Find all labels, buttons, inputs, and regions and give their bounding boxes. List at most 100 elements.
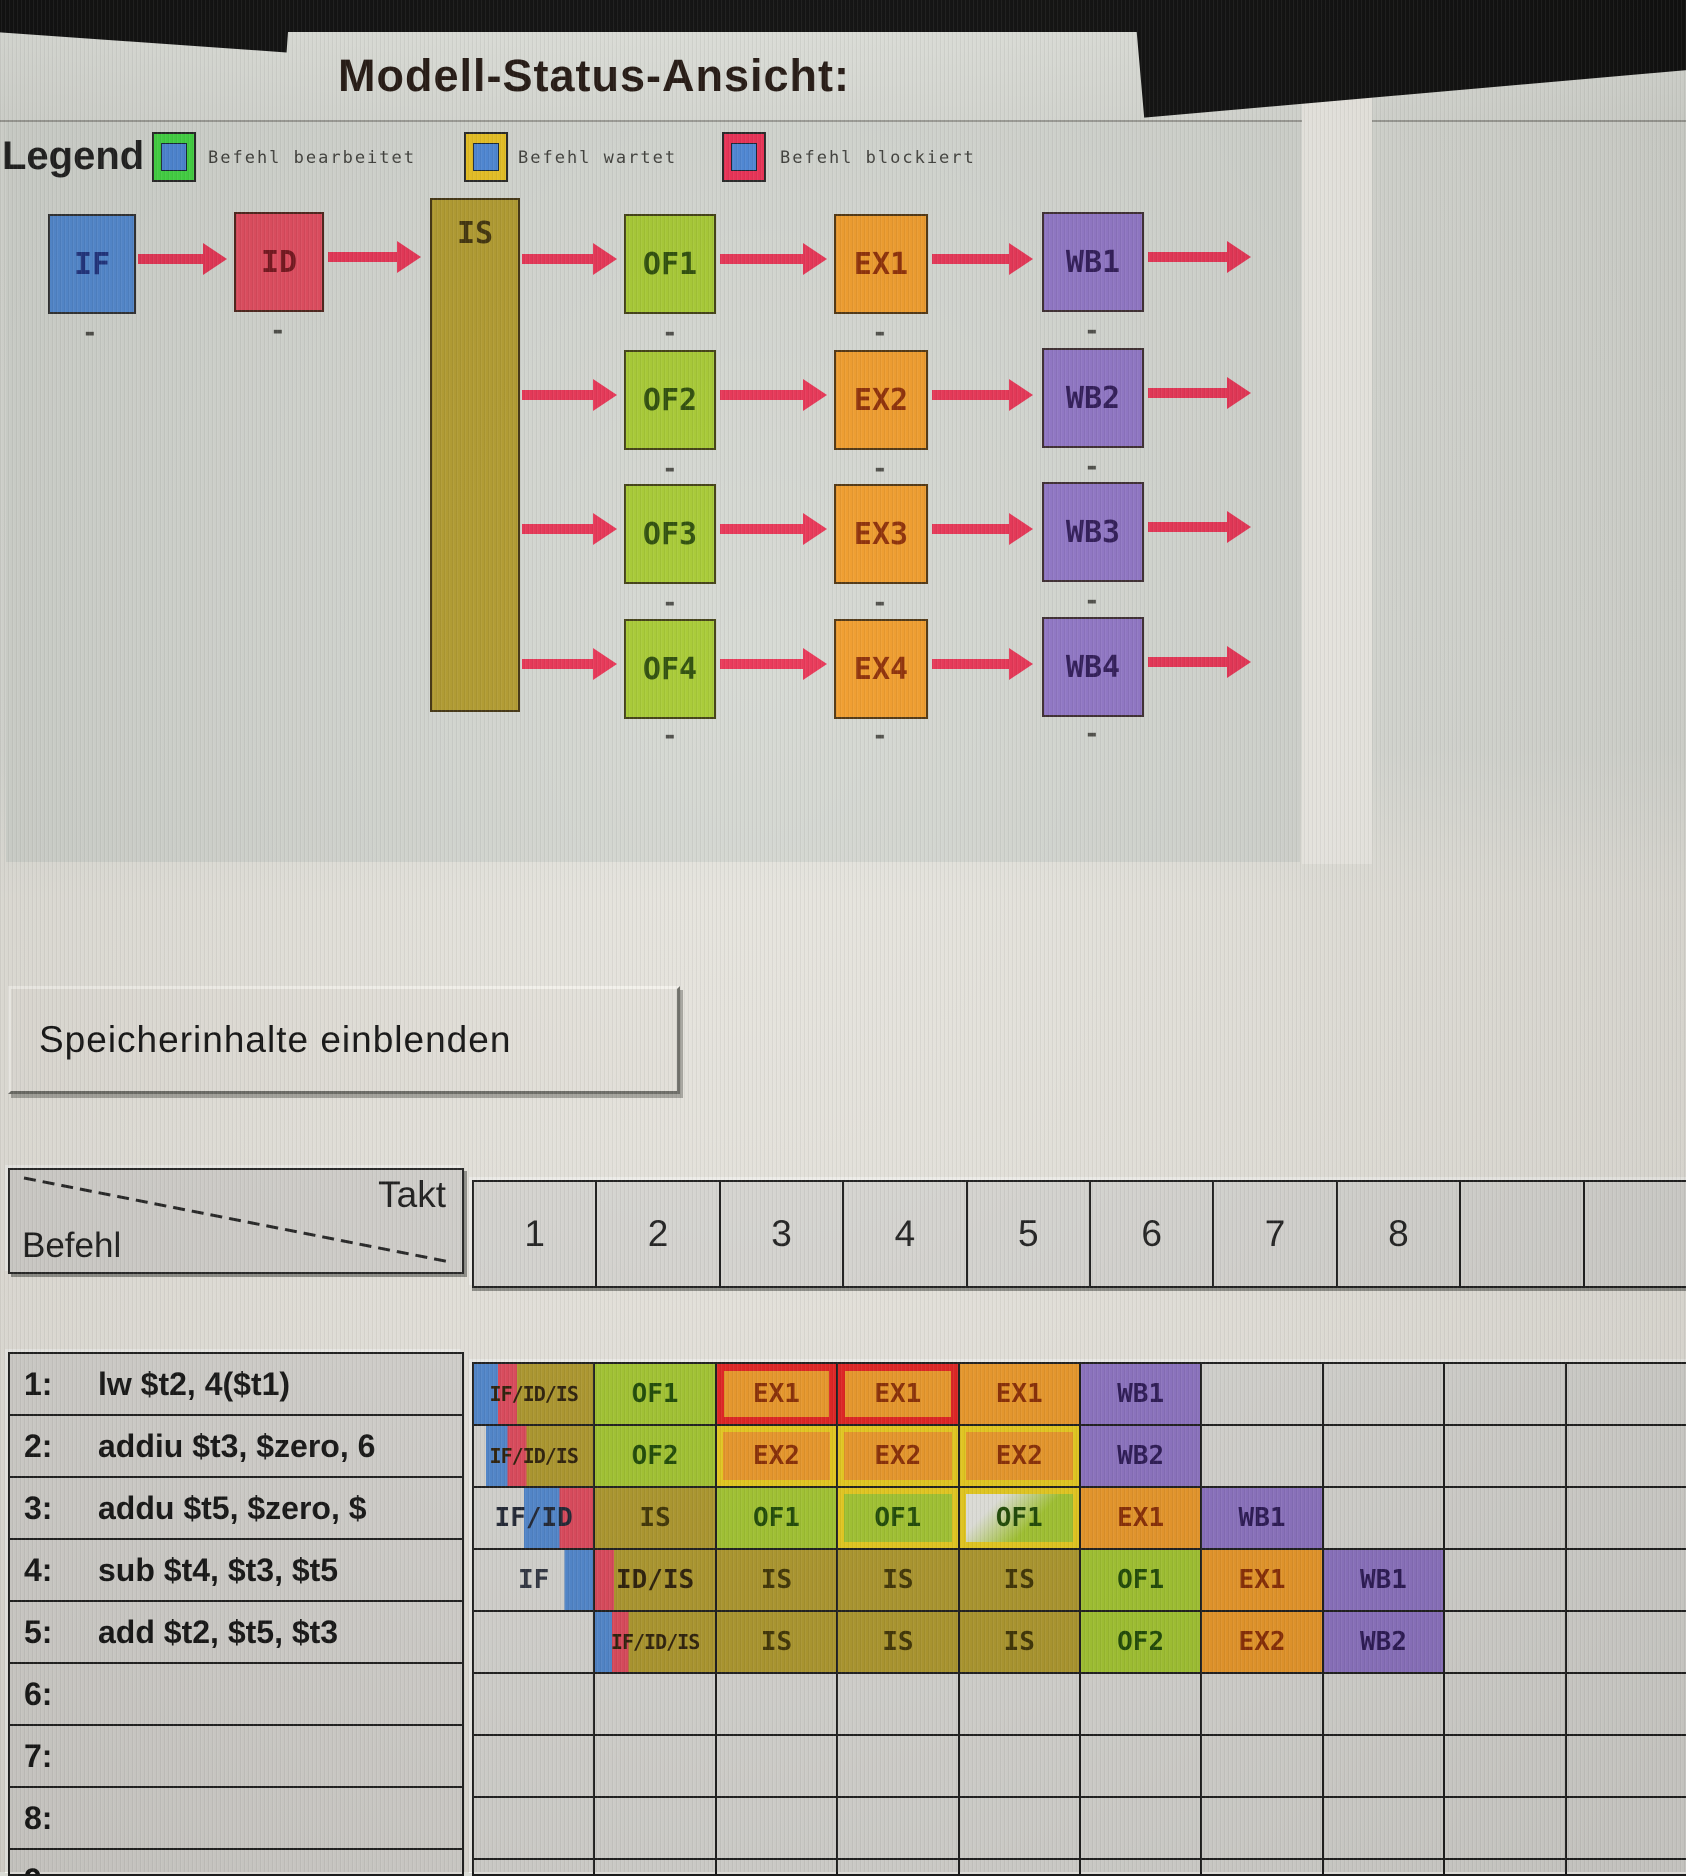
stage-box-ex2: EX2	[834, 350, 928, 450]
empty-cell	[1445, 1860, 1566, 1876]
cycle-header-6: 6	[1091, 1182, 1214, 1286]
instruction-row: 4:sub $t4, $t3, $t5	[10, 1540, 462, 1602]
pipeline-cell: IS	[595, 1488, 716, 1550]
cycle-header-7: 7	[1214, 1182, 1337, 1286]
of4-placeholder: -	[662, 721, 678, 751]
ex1-placeholder: -	[872, 318, 888, 348]
pipeline-cell: IF	[474, 1550, 595, 1612]
arrow-wb1-out	[1148, 252, 1228, 262]
stage-box-wb1: WB1	[1042, 212, 1144, 312]
instruction-row: 2:addiu $t3, $zero, 6	[10, 1416, 462, 1478]
pipeline-cell: OF2	[1081, 1612, 1202, 1674]
arrow-is-of4	[522, 659, 594, 669]
instruction-text: lw $t2, 4($t1)	[98, 1366, 290, 1403]
empty-cell	[1202, 1860, 1323, 1876]
pipeline-cell: EX2	[717, 1426, 838, 1488]
empty-cell	[474, 1736, 595, 1798]
of2-placeholder: -	[662, 454, 678, 484]
stage-box-of3: OF3	[624, 484, 716, 584]
empty-cell	[1567, 1612, 1686, 1674]
arrow-is-of1	[522, 254, 594, 264]
empty-cell	[595, 1798, 716, 1860]
stage-box-wb3: WB3	[1042, 482, 1144, 582]
instruction-number: 6:	[24, 1676, 98, 1713]
pipeline-cell: IS	[838, 1612, 959, 1674]
empty-cell	[1567, 1798, 1686, 1860]
instruction-number: 1:	[24, 1366, 98, 1403]
instruction-number: 3:	[24, 1490, 98, 1527]
empty-cell	[838, 1798, 959, 1860]
arrow-ex1-wb1	[932, 254, 1010, 264]
pipeline-cell: OF1	[1081, 1550, 1202, 1612]
pipeline-cell: IF/ID/IS	[474, 1426, 595, 1488]
legend-waiting-icon	[464, 132, 508, 182]
empty-cell	[960, 1674, 1081, 1736]
empty-cell	[595, 1736, 716, 1798]
empty-cell	[1324, 1736, 1445, 1798]
cycle-header-5: 5	[968, 1182, 1091, 1286]
instruction-row: 9:	[10, 1850, 462, 1876]
empty-cell	[1081, 1736, 1202, 1798]
cycle-header-1: 1	[474, 1182, 597, 1286]
pipeline-cell: ID/IS	[595, 1550, 716, 1612]
wb3-placeholder: -	[1084, 586, 1100, 616]
arrow-wb4-out	[1148, 657, 1228, 667]
pipeline-cell: EX1	[960, 1364, 1081, 1426]
instruction-row: 3:addu $t5, $zero, $	[10, 1478, 462, 1540]
empty-cell	[838, 1736, 959, 1798]
empty-cell	[474, 1860, 595, 1876]
pipeline-cell: WB1	[1324, 1550, 1445, 1612]
stage-box-of4: OF4	[624, 619, 716, 719]
arrow-of1-ex1	[720, 254, 804, 264]
cycle-header-2: 2	[597, 1182, 720, 1286]
instruction-row: 6:	[10, 1664, 462, 1726]
instruction-row: 7:	[10, 1726, 462, 1788]
legend-waiting-label: Befehl wartet	[518, 148, 677, 168]
wb2-placeholder: -	[1084, 452, 1100, 482]
takt-label: Takt	[378, 1174, 446, 1216]
pipeline-cell: OF1	[595, 1364, 716, 1426]
pipeline-cell: OF2	[595, 1426, 716, 1488]
pipeline-cell: OF1	[717, 1488, 838, 1550]
arrow-of3-ex3	[720, 524, 804, 534]
panel-right-margin	[1302, 32, 1372, 864]
pipeline-cell: IS	[717, 1612, 838, 1674]
empty-cell	[1324, 1860, 1445, 1876]
empty-cell	[838, 1674, 959, 1736]
ex3-placeholder: -	[872, 588, 888, 618]
instruction-text: addu $t5, $zero, $	[98, 1490, 367, 1527]
page-title: Modell-Status-Ansicht:	[338, 50, 850, 102]
pipeline-cell: EX1	[1202, 1550, 1323, 1612]
empty-cell	[960, 1736, 1081, 1798]
speicherinhalte-einblenden-button[interactable]: Speicherinhalte einblenden	[8, 986, 680, 1094]
instruction-number: 4:	[24, 1552, 98, 1589]
model-status-panel: Legend Befehl bearbeitet Befehl wartet B…	[6, 122, 1300, 862]
instruction-number: 9:	[24, 1862, 98, 1876]
instruction-table: 1:lw $t2, 4($t1) 2:addiu $t3, $zero, 6 3…	[8, 1352, 464, 1876]
stage-box-ex4: EX4	[834, 619, 928, 719]
empty-cell	[595, 1674, 716, 1736]
instruction-number: 7:	[24, 1738, 98, 1775]
befehl-takt-header: Takt Befehl	[8, 1168, 464, 1274]
legend-processed-label: Befehl bearbeitet	[208, 148, 416, 168]
ex2-placeholder: -	[872, 454, 888, 484]
empty-cell	[1445, 1612, 1566, 1674]
pipeline-cell: IS	[838, 1550, 959, 1612]
pipeline-cell: IF/ID/IS	[595, 1612, 716, 1674]
pipeline-cell: EX1	[1081, 1488, 1202, 1550]
pipeline-cell: EX2	[1202, 1612, 1323, 1674]
empty-cell	[1445, 1488, 1566, 1550]
instruction-row: 5:add $t2, $t5, $t3	[10, 1602, 462, 1664]
empty-cell	[1567, 1674, 1686, 1736]
pipeline-cell: WB2	[1081, 1426, 1202, 1488]
empty-cell	[960, 1798, 1081, 1860]
empty-cell	[717, 1860, 838, 1876]
arrow-if-id	[138, 254, 204, 264]
pipeline-cell: IS	[960, 1550, 1081, 1612]
empty-cell	[1202, 1674, 1323, 1736]
arrow-wb2-out	[1148, 388, 1228, 398]
empty-cell	[595, 1860, 716, 1876]
pipeline-cell: EX2	[838, 1426, 959, 1488]
pipeline-cell: WB1	[1202, 1488, 1323, 1550]
